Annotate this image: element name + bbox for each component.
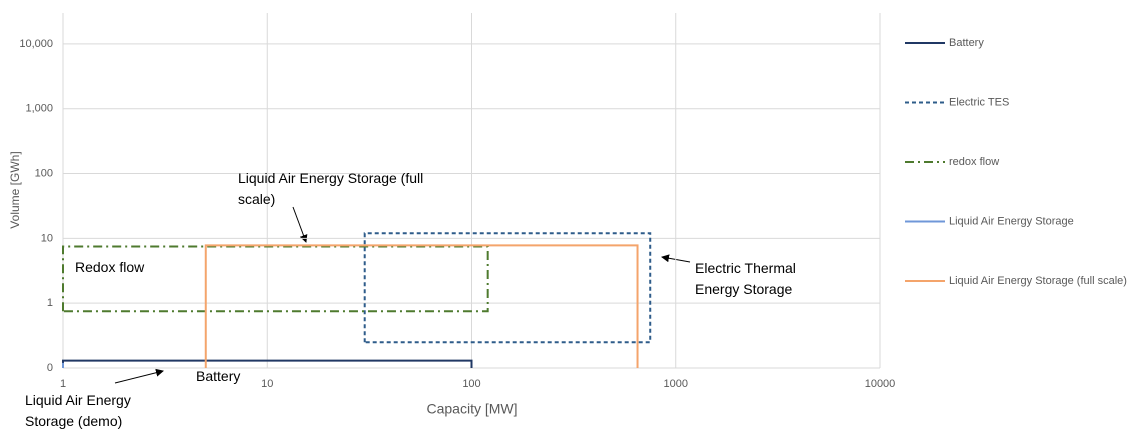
x-tick-label: 1	[60, 378, 66, 390]
legend-label: redox flow	[949, 156, 999, 168]
y-tick-label: 0	[47, 362, 53, 374]
y-tick-label: 1,000	[25, 103, 53, 115]
legend-label: Electric TES	[949, 96, 1009, 108]
annotation: Battery	[196, 368, 241, 384]
series-line	[204, 244, 639, 368]
y-tick-label: 1	[47, 297, 53, 309]
y-tick-label: 10	[41, 232, 53, 244]
x-tick-label: 1000	[664, 378, 688, 390]
annotation: Redox flow	[75, 259, 145, 275]
x-tick-label: 10000	[865, 378, 896, 390]
annotation: Electric Thermal Energy Storage	[695, 260, 796, 297]
y-tick-label: 10,000	[19, 38, 53, 50]
arrow	[114, 368, 164, 384]
annotation: Liquid Air Energy Storage (full scale)	[238, 170, 424, 207]
annotation: Liquid Air Energy Storage (demo)	[25, 392, 131, 429]
legend-label: Battery	[949, 37, 984, 49]
y-tick-label: 100	[35, 167, 53, 179]
series-line	[363, 232, 652, 344]
legend-label: Liquid Air Energy Storage (full scale)	[949, 275, 1127, 287]
y-axis-label: Volume [GWh]	[8, 151, 22, 228]
x-tick-label: 100	[462, 378, 480, 390]
arrow	[292, 206, 308, 243]
x-axis-label: Capacity [MW]	[426, 401, 517, 417]
series-line	[62, 245, 489, 313]
x-tick-label: 10	[261, 378, 273, 390]
legend-label: Liquid Air Energy Storage	[949, 215, 1074, 227]
